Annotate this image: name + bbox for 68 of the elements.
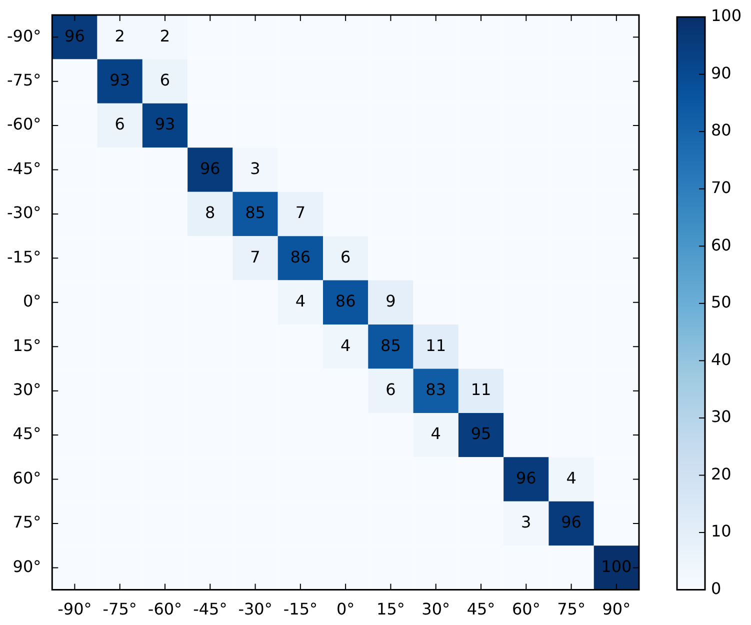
data-label: 85 [380, 336, 401, 355]
y-tick-label: -30° [6, 203, 42, 222]
data-label: 8 [205, 203, 216, 222]
color-bar-label: 100 [711, 6, 742, 26]
x-tick-label: -30° [238, 600, 272, 619]
data-label: 93 [154, 114, 176, 134]
color-bar-label: 60 [711, 235, 732, 254]
data-label: 6 [386, 380, 396, 399]
data-label: 6 [340, 247, 351, 266]
x-tick-label: 45° [466, 600, 496, 619]
data-label: 9 [386, 292, 396, 311]
data-label: 96 [64, 26, 85, 46]
data-label: 100 [601, 556, 632, 576]
x-tick-label: 15° [376, 600, 405, 619]
x-tick-label: 75° [557, 600, 586, 619]
color-bar-label: 30 [711, 407, 732, 426]
y-tick-label: -15° [6, 247, 42, 266]
x-tick-label: -60° [148, 600, 182, 619]
data-label: 93 [110, 70, 130, 90]
y-tick-label: 45° [12, 424, 42, 444]
y-tick-label: -60° [6, 114, 42, 134]
y-tick-label: -75° [6, 70, 42, 90]
y-tick-label: -90° [6, 26, 42, 46]
data-label: 4 [430, 424, 441, 444]
data-label: 86 [290, 247, 311, 266]
x-tick-label: 30° [422, 600, 450, 619]
color-bar-label: 50 [711, 292, 732, 312]
color-bar-label: 0 [711, 578, 722, 598]
y-tick-label: 30° [12, 380, 42, 399]
data-label: 2 [114, 26, 125, 46]
color-bar-label: 70 [711, 178, 732, 197]
data-label: 95 [470, 424, 492, 444]
data-label: 4 [566, 468, 576, 488]
data-label: 96 [561, 512, 582, 532]
y-tick-label: -45° [6, 158, 42, 178]
y-tick-label: 15° [12, 336, 42, 355]
data-label: 6 [160, 70, 170, 90]
data-label: 11 [470, 380, 492, 399]
data-label: 4 [295, 292, 306, 311]
y-tick-label: 60° [12, 468, 42, 488]
data-label: 3 [250, 158, 260, 178]
data-label: 2 [160, 26, 170, 46]
data-label: 85 [245, 203, 266, 222]
data-label: 7 [250, 247, 260, 266]
x-tick-label: 90° [602, 600, 631, 619]
data-label: 96 [200, 158, 220, 178]
y-tick-label: 0° [22, 292, 42, 311]
x-tick-label: 60° [512, 600, 540, 619]
y-tick-label: 90° [12, 556, 42, 576]
data-label: 3 [521, 512, 532, 532]
y-tick-label: 75° [12, 512, 42, 532]
data-label: 7 [295, 203, 306, 222]
data-label: 4 [340, 336, 351, 355]
data-label: 86 [335, 292, 356, 311]
data-label: 6 [114, 114, 125, 134]
color-bar-label: 40 [711, 350, 732, 369]
x-tick-label: -45° [193, 600, 228, 619]
color-bar-label: 20 [711, 464, 732, 484]
color-bar-label: 80 [711, 120, 732, 140]
x-tick-label: -90° [58, 600, 92, 619]
data-label: 83 [426, 380, 446, 399]
x-tick-label: 0° [336, 600, 355, 619]
color-bar-label: 10 [711, 522, 732, 541]
data-label: 96 [516, 468, 536, 488]
data-label: 11 [426, 336, 446, 355]
color-bar-label: 90 [711, 63, 732, 82]
x-tick-label: -75° [102, 600, 137, 619]
x-tick-label: -15° [283, 600, 318, 619]
